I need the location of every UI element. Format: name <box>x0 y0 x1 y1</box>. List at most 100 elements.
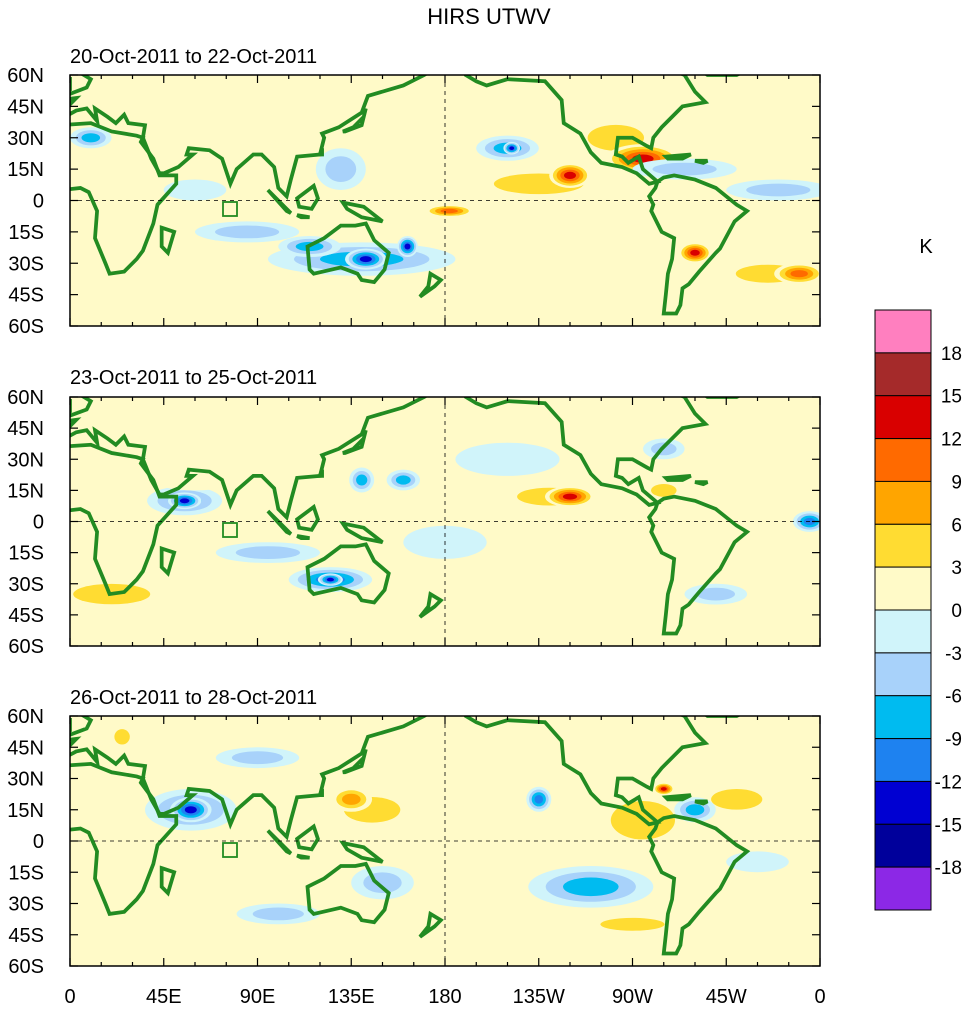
panel-1-lat-labels: 60N 45N 30N 15N 0 15S 30S 45S 60S <box>7 65 44 338</box>
colorbar-level-label: -12 <box>935 772 962 793</box>
anomaly-contour <box>652 162 717 176</box>
colorbar-box <box>874 695 932 740</box>
panel-3-ticks <box>69 715 821 967</box>
anomaly-contour <box>235 546 300 559</box>
colorbar-unit: K <box>919 236 933 258</box>
lon-tick-labels: 0 45E 90E 135E 180 135W 90W 45W 0 <box>64 986 825 1008</box>
anomaly-contour <box>509 146 515 150</box>
colorbar-box <box>874 523 932 568</box>
anomaly-contour <box>424 745 550 771</box>
anomaly-contour <box>114 729 130 745</box>
lon-tick-label: 90W <box>612 986 653 1008</box>
anomaly-contour <box>404 243 411 250</box>
panel-2-box-marker <box>222 522 238 538</box>
anomaly-contour <box>342 793 361 805</box>
lat-tick-label: 45N <box>7 737 44 759</box>
anomaly-contour <box>231 751 284 765</box>
anomaly-contour <box>163 179 227 201</box>
panel-2-lat-labels: 60N 45N 30N 15N 0 15S 30S 45S 60S <box>7 387 44 658</box>
lat-tick-label: 45N <box>7 96 44 118</box>
panel-3-date-range: 26-Oct-2011 to 28-Oct-2011 <box>70 687 317 709</box>
colorbar: K 18 15 12 9 6 3 0 -3 -6 -9 -12 -15 -18 <box>874 236 962 911</box>
lon-tick-label: 45W <box>706 986 747 1008</box>
anomaly-contour <box>660 787 667 791</box>
lat-tick-label: 60S <box>8 956 44 978</box>
lat-tick-label: 60N <box>7 706 44 728</box>
anomaly-contour <box>455 442 560 476</box>
anomaly-contour <box>690 249 700 256</box>
anomaly-contour <box>587 124 644 151</box>
lat-tick-label: 30S <box>8 894 44 916</box>
colorbar-box <box>874 395 932 440</box>
panel-1-anomaly-field <box>70 104 820 308</box>
anomaly-contour <box>70 878 154 908</box>
lon-tick-label: 0 <box>64 986 75 1008</box>
anomaly-contour <box>179 498 190 504</box>
lat-tick-label: 60N <box>7 387 44 409</box>
lat-tick-label: 15S <box>8 543 44 565</box>
anomaly-contour <box>359 256 372 263</box>
lat-tick-label: 0 <box>33 831 44 853</box>
lat-tick-label: 15N <box>7 159 44 181</box>
colorbar-box <box>874 480 932 525</box>
panel-1: 20-Oct-2011 to 22-Oct-2011 60N 45N 30N 15N 0… <box>7 46 821 338</box>
anomaly-contour <box>685 804 705 816</box>
anomaly-contour <box>184 806 197 814</box>
anomaly-contour <box>696 587 735 601</box>
lat-tick-label: 60N <box>7 65 44 87</box>
colorbar-level-label: 6 <box>951 515 962 536</box>
anomaly-contour <box>562 493 578 500</box>
colorbar-level-label: -18 <box>935 858 962 879</box>
colorbar-labels: 18 15 12 9 6 3 0 -3 -6 -9 -12 -15 -18 <box>935 344 962 879</box>
colorbar-level-label: -9 <box>945 730 962 751</box>
colorbar-level-label: 18 <box>941 344 962 365</box>
colorbar-box <box>874 309 932 354</box>
anomaly-contour <box>70 290 195 308</box>
lat-tick-label: 15S <box>8 222 44 244</box>
colorbar-level-label: 0 <box>951 601 962 622</box>
panel-2-ticks <box>69 396 821 647</box>
lat-tick-label: 30N <box>7 449 44 471</box>
lat-tick-label: 0 <box>33 191 44 213</box>
lon-tick-label: 135E <box>328 986 375 1008</box>
lon-tick-label: 0 <box>814 986 825 1008</box>
anomaly-contour <box>395 475 411 485</box>
colorbar-box <box>874 652 932 697</box>
panel-2: 23-Oct-2011 to 25-Oct-2011 60N 45N 30N 15N 0… <box>7 367 821 658</box>
anomaly-contour <box>563 877 619 897</box>
anomaly-contour <box>790 270 808 278</box>
lon-tick-label: 180 <box>428 986 461 1008</box>
lat-tick-label: 30N <box>7 128 44 150</box>
lat-tick-label: 45S <box>8 605 44 627</box>
figure-title: HIRS UTWV <box>427 4 551 29</box>
colorbar-box <box>874 738 932 782</box>
colorbar-box <box>874 566 932 611</box>
anomaly-contour <box>356 474 368 486</box>
lat-tick-label: 15N <box>7 800 44 822</box>
colorbar-box <box>874 780 932 825</box>
anomaly-contour <box>81 133 101 143</box>
lat-tick-label: 0 <box>33 512 44 534</box>
lat-tick-label: 45N <box>7 418 44 440</box>
lat-tick-label: 45S <box>8 285 44 307</box>
colorbar-boxes <box>874 309 932 911</box>
anomaly-contour <box>326 577 334 582</box>
anomaly-contour <box>325 156 357 183</box>
colorbar-box <box>874 438 932 483</box>
colorbar-level-label: 9 <box>951 472 962 493</box>
colorbar-level-label: -3 <box>945 644 962 665</box>
colorbar-level-label: 15 <box>941 387 962 408</box>
anomaly-contour <box>651 484 677 497</box>
panel-1-ticks <box>69 74 821 327</box>
colorbar-level-label: -15 <box>935 815 962 836</box>
anomaly-contour <box>205 104 331 130</box>
anomaly-contour <box>440 208 458 214</box>
lon-tick-label: 45E <box>146 986 182 1008</box>
lon-tick-label: 135W <box>513 986 565 1008</box>
lat-tick-label: 30S <box>8 574 44 596</box>
panel-1-date-range: 20-Oct-2011 to 22-Oct-2011 <box>70 46 317 68</box>
lon-tick-label: 90E <box>240 986 276 1008</box>
lat-tick-label: 45S <box>8 925 44 947</box>
panel-3-lat-labels: 60N 45N 30N 15N 0 15S 30S 45S 60S <box>7 706 44 978</box>
